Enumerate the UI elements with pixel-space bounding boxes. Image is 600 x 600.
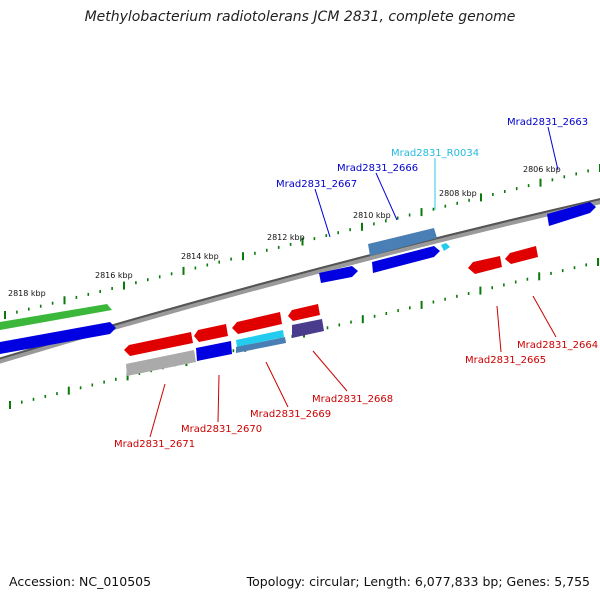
gene-label-mrad2831-r0034[interactable]: Mrad2831_R0034 [391, 148, 479, 159]
label-leaders [149, 126, 559, 438]
scale-label: 2810 kbp [353, 211, 391, 220]
scale-label: 2808 kbp [439, 189, 477, 198]
accession-text: Accession: NC_010505 [9, 574, 152, 589]
gene-label-mrad2831-2665[interactable]: Mrad2831_2665 [465, 355, 546, 366]
map-title: Methylobacterium radiotolerans JCM 2831,… [84, 9, 516, 25]
gene-arrow-mrad2831-2670[interactable] [196, 341, 232, 361]
gene-arrow-mrad2831-2665[interactable] [468, 256, 502, 274]
scale-label: 2818 kbp [8, 289, 46, 298]
scale-label: 2812 kbp [267, 233, 305, 242]
gene-arrow-green[interactable] [0, 304, 112, 330]
gene-arrow-mrad2831-2669-rna[interactable] [236, 330, 284, 347]
scale-track-outer [4, 164, 600, 319]
gene-arrow-mrad2831-r0034[interactable] [441, 243, 450, 251]
gene-arrow-mrad2831-2669-pseudo[interactable] [236, 337, 286, 353]
gene-arrow-mrad2831-2663[interactable] [547, 202, 596, 226]
gene-label-mrad2831-2668[interactable]: Mrad2831_2668 [312, 394, 393, 405]
gene-label-mrad2831-2663[interactable]: Mrad2831_2663 [507, 117, 588, 128]
gene-arrow-mrad2831-2668-purple[interactable] [292, 319, 324, 338]
gene-label-mrad2831-2667[interactable]: Mrad2831_2667 [276, 179, 357, 190]
gene-arrow-mrad2831-2671[interactable] [124, 332, 193, 356]
gene-arrow-mrad2831-2664[interactable] [505, 246, 538, 264]
genome-summary-text: Topology: circular; Length: 6,077,833 bp… [246, 574, 590, 589]
gene-label-mrad2831-2670[interactable]: Mrad2831_2670 [181, 424, 262, 435]
gene-arrow-reverse[interactable] [194, 324, 228, 342]
scale-labels: 2818 kbp 2816 kbp 2814 kbp 2812 kbp 2810… [8, 165, 561, 298]
gene-arrow-mrad2831-2666[interactable] [372, 246, 440, 273]
gene-arrow-mrad2831-2671-gray[interactable] [126, 350, 196, 376]
reverse-genes[interactable] [124, 246, 538, 376]
scale-label: 2816 kbp [95, 271, 133, 280]
gene-arrow-mrad2831-2667[interactable] [319, 266, 358, 283]
gene-arrow-mrad2831-2668[interactable] [288, 304, 320, 321]
gene-label-mrad2831-2664[interactable]: Mrad2831_2664 [517, 340, 598, 351]
gene-label-mrad2831-2669[interactable]: Mrad2831_2669 [250, 409, 331, 420]
forward-genes[interactable] [0, 202, 596, 354]
gene-arrow-mrad2831-2669[interactable] [232, 312, 282, 334]
gene-arrow-forward[interactable] [0, 322, 116, 354]
scale-label: 2814 kbp [181, 252, 219, 261]
scale-label: 2806 kbp [523, 165, 561, 174]
gene-labels: Mrad2831_2663 Mrad2831_R0034 Mrad2831_26… [114, 117, 598, 450]
genome-backbone [0, 198, 600, 364]
gene-arrow-mrad2831-2666-pseudo[interactable] [368, 228, 437, 256]
gene-label-mrad2831-2671[interactable]: Mrad2831_2671 [114, 439, 195, 450]
gene-label-mrad2831-2666[interactable]: Mrad2831_2666 [337, 163, 418, 174]
